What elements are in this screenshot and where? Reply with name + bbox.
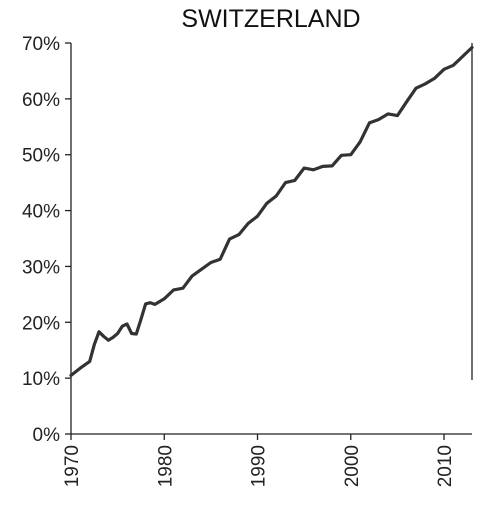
data-point [330, 164, 334, 168]
data-point [163, 297, 166, 301]
data-point [424, 82, 427, 85]
chart-title: SWITZERLAND [181, 5, 360, 33]
data-point [414, 87, 418, 90]
x-tick-label: 1980 [155, 445, 176, 487]
data-point [461, 55, 464, 58]
data-point [442, 68, 446, 71]
x-tick-label: 2010 [435, 445, 456, 487]
data-point [470, 46, 474, 49]
data-point [116, 332, 119, 335]
series-group [69, 45, 474, 377]
data-point [256, 214, 259, 218]
data-point [396, 114, 399, 117]
data-point [172, 288, 175, 292]
data-point [144, 302, 147, 306]
y-axis-ticks: 0% 10% 20% 30% 40% 50% 60% 70% [22, 34, 71, 446]
data-point [200, 268, 203, 271]
x-tick-label: 1970 [62, 445, 83, 487]
data-point [139, 318, 143, 321]
series-line-0 [69, 45, 474, 377]
data-point [377, 118, 380, 121]
data-point [284, 181, 287, 184]
data-point [452, 64, 455, 67]
y-tick-label: 60% [22, 90, 60, 111]
data-point [368, 121, 371, 125]
data-point [125, 322, 129, 326]
data-point [312, 168, 315, 171]
data-point [191, 274, 194, 278]
data-point [219, 257, 222, 261]
data-point [293, 179, 297, 182]
data-point [265, 202, 269, 205]
data-point [349, 153, 352, 156]
data-point [130, 332, 133, 335]
y-tick-label: 0% [33, 425, 61, 446]
data-point [102, 335, 105, 338]
y-tick-label: 70% [22, 34, 60, 55]
data-point [149, 301, 152, 304]
data-point [79, 366, 82, 370]
y-tick-label: 20% [22, 313, 60, 334]
data-point [97, 330, 101, 333]
data-point [121, 324, 124, 328]
x-tick-label: 1990 [249, 445, 270, 487]
data-point [93, 343, 96, 346]
data-point [340, 154, 343, 157]
data-point [69, 374, 73, 377]
data-point [209, 261, 213, 264]
data-point [433, 76, 436, 80]
data-point [358, 140, 362, 144]
data-point [135, 332, 138, 336]
data-point [246, 222, 250, 225]
data-point [274, 194, 278, 198]
y-tick-label: 10% [22, 369, 60, 390]
data-point [386, 112, 390, 116]
data-point [228, 237, 231, 241]
data-point [153, 303, 157, 306]
data-point [302, 166, 306, 170]
data-point [111, 336, 115, 339]
data-point [181, 287, 185, 290]
data-point [405, 100, 408, 103]
data-point [237, 233, 241, 236]
x-axis-ticks: 1970 1980 1990 2000 2010 [62, 434, 456, 487]
y-tick-label: 30% [22, 257, 60, 278]
y-tick-label: 40% [22, 202, 60, 223]
x-tick-label: 2000 [342, 445, 363, 487]
y-tick-label: 50% [22, 146, 60, 167]
data-point [321, 165, 324, 168]
data-point [107, 338, 110, 342]
data-point [88, 360, 91, 363]
